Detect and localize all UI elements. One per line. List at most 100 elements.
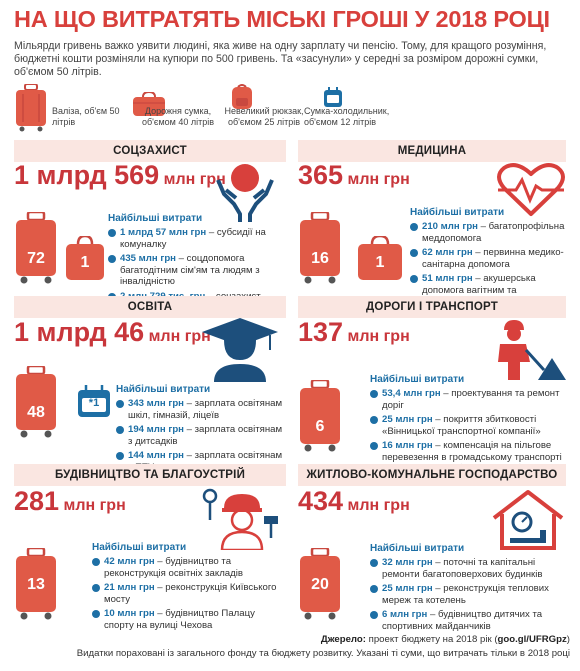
legend-label-travel-bag: Дорожня сумка, об'ємом 40 літрів [141,106,215,127]
amount-unit: млн грн [63,497,126,514]
suitcase-count: 48 [27,404,45,421]
graduate-icon [202,318,278,382]
list-item: 1 млрд 57 млн грн – субсидії на комуналк… [108,227,284,250]
section-header-housing: ЖИТЛОВО-КОМУНАЛЬНЕ ГОСПОДАРСТВО [298,464,566,486]
amount-medicine: 365 млн грн [298,160,410,191]
footer-note: Видатки пораховані із загального фонду т… [76,648,570,659]
suitcase-icon [16,548,56,620]
section-header-medicine: МЕДИЦИНА [298,140,566,162]
list-item: 62 млн грн – первинна медико-санітарна д… [410,247,570,270]
expenses-heading: Найбільші витрати [410,207,505,218]
backpack-icon [232,84,252,109]
expenses-housing: Найбільші витрати 32 млн грн – поточні т… [370,543,568,632]
expenses-roads: Найбільші витрати 53,4 млн грн – проекту… [370,374,568,475]
list-item: 210 млн грн – багатопрофільна меддопомог… [410,221,570,244]
amount-roads: 137 млн грн [298,317,410,348]
builder-icon [202,488,278,550]
expenses-heading: Найбільші витрати [108,213,203,224]
list-item: 53,4 млн грн – проектування та ремонт до… [370,388,568,411]
house-gauge-icon [492,490,564,550]
suitcase-icon [300,380,340,452]
amount-unit: млн грн [347,328,410,345]
amount-unit: млн грн [347,497,410,514]
suitcase-count: 20 [311,576,329,593]
section-header-roads: ДОРОГИ І ТРАНСПОРТ [298,296,566,318]
amount-unit: млн грн [347,171,410,188]
list-item: 10 млн грн – будівництво Палацу спорту н… [92,608,286,631]
expenses-heading: Найбільші витрати [116,384,211,395]
suitcase-count: 72 [27,250,45,267]
expenses-construction: Найбільші витрати 42 млн грн – будівницт… [92,542,286,631]
list-item: 42 млн грн – будівництво та реконструкці… [92,556,286,579]
legend-label-suitcase: Валіза, об'єм 50 літрів [52,106,120,127]
travel-bag-icon [133,92,165,116]
expenses-heading: Найбільші витрати [370,374,465,385]
bag-count: 1 [375,254,385,271]
bullet-icon [116,426,124,434]
source-line: Джерело: проект бюджету на 2018 рік (goo… [320,634,570,645]
suitcase-icon [16,84,46,132]
travel-bag-icon [66,236,104,280]
bullet-icon [116,452,124,460]
list-item: 25 млн грн – реконструкція теплових мере… [370,583,568,606]
expenses-heading: Найбільші витрати [92,542,187,553]
bullet-icon [370,442,378,450]
amount-number: 434 [298,486,344,516]
suitcase-icon [300,212,340,284]
amount-social: 1 млрд 569 млн грн [14,160,226,191]
bag-count: 1 [80,254,90,271]
amount-education: 1 млрд 46 млн грн [14,317,211,348]
bullet-icon [370,390,378,398]
intro-text: Мільярди гривень важко уявити людині, як… [14,40,547,78]
bullet-icon [92,558,100,566]
amount-number: 281 [14,486,60,516]
legend: Валіза, об'єм 50 літрів Дорожня сумка, о… [14,80,570,136]
bullet-icon [370,611,378,619]
amount-unit: млн грн [163,171,226,188]
amount-construction: 281 млн грн [14,486,126,517]
expenses-heading: Найбільші витрати [370,543,465,554]
suitcase-count: 16 [311,250,329,267]
heart-pulse-icon [497,163,565,216]
expenses-medicine: Найбільші витрати 210 млн грн – багатопр… [410,207,570,308]
amount-number: 1 млрд 569 [14,160,160,190]
cooler-bag-icon [324,87,342,107]
suitcase-icon [16,366,56,438]
cooler-bag-icon [78,385,110,417]
bullet-icon [108,229,116,237]
suitcase-icon [16,212,56,284]
legend-label-cooler-bag: Сумка-холодильник, об'ємом 12 літрів [304,106,390,127]
list-item: 25 млн грн – покриття збитковості «Вінни… [370,414,568,437]
section-header-social: СОЦЗАХИСТ [14,140,286,162]
source-link[interactable]: goo.gl/UFRGpz [497,634,567,645]
list-item: 32 млн грн – поточні та капітальні ремон… [370,557,568,580]
bullet-icon [410,223,418,231]
bullet-icon [108,255,116,263]
page-title: НА ЩО ВИТРАТЯТЬ МІСЬКІ ГРОШІ У 2018 РОЦІ [14,6,550,32]
bullet-icon [370,559,378,567]
bullet-icon [92,584,100,592]
amount-number: 365 [298,160,344,190]
road-worker-icon [498,320,566,380]
bullet-icon [410,275,418,283]
list-item: 435 млн грн – соцдопомога багатодітним с… [108,253,284,288]
cooler-count: *1 [88,397,100,409]
list-item: 21 млн грн – реконструкція Київського мо… [92,582,286,605]
section-header-education: ОСВІТА [14,296,286,318]
suitcase-icon [300,548,340,620]
amount-unit: млн грн [148,328,211,345]
suitcase-count: 6 [315,418,325,435]
bullet-icon [370,585,378,593]
bullet-icon [116,400,124,408]
section-header-construction: БУДІВНИЦТВО ТА БЛАГОУСТРІЙ [14,464,286,486]
amount-number: 137 [298,317,344,347]
suitcase-count: 13 [27,576,45,593]
list-item: 6 млн грн – будівництво дитячих та спорт… [370,609,568,632]
expenses-education: Найбільші витрати 343 млн грн – зарплата… [116,384,286,473]
bullet-icon [370,416,378,424]
amount-number: 1 млрд 46 [14,317,145,347]
list-item: 194 млн грн – зарплата освітянам з дитса… [116,424,286,447]
travel-bag-icon [358,236,402,280]
amount-housing: 434 млн грн [298,486,410,517]
list-item: 343 млн грн – зарплата освітянам шкіл, г… [116,398,286,421]
